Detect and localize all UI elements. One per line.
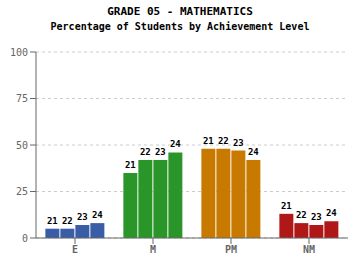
html-text:GRADE 05 - MATHEMATICS: GRADE 05 - MATHEMATICS: [107, 5, 253, 18]
html-text:Percentage of Students by Achi: Percentage of Students by Achievement Le…: [50, 21, 310, 32]
svg-text:NM: NM: [303, 244, 315, 255]
svg-text:75: 75: [16, 93, 28, 104]
svg-text:PM: PM: [225, 244, 237, 255]
svg-text:22: 22: [218, 136, 229, 146]
svg-text:100: 100: [10, 47, 28, 58]
svg-text:0: 0: [22, 233, 28, 244]
svg-text:24: 24: [248, 147, 259, 157]
svg-text:24: 24: [326, 208, 337, 218]
svg-text:23: 23: [311, 212, 322, 222]
svg-text:24: 24: [92, 210, 103, 220]
svg-text:21: 21: [125, 160, 136, 170]
svg-text:22: 22: [296, 210, 307, 220]
svg-text:23: 23: [77, 212, 88, 222]
svg-text:50: 50: [16, 140, 28, 151]
svg-text:25: 25: [16, 186, 28, 197]
svg-text:21: 21: [203, 136, 214, 146]
svg-text:21: 21: [281, 201, 292, 211]
svg-text:21: 21: [47, 216, 58, 226]
svg-text:22: 22: [62, 216, 73, 226]
svg-text:24: 24: [170, 139, 181, 149]
svg-text:23: 23: [155, 147, 166, 157]
svg-text:M: M: [150, 244, 156, 255]
svg-text:E: E: [72, 244, 78, 255]
svg-text:23: 23: [233, 138, 244, 148]
svg-text:22: 22: [140, 147, 151, 157]
